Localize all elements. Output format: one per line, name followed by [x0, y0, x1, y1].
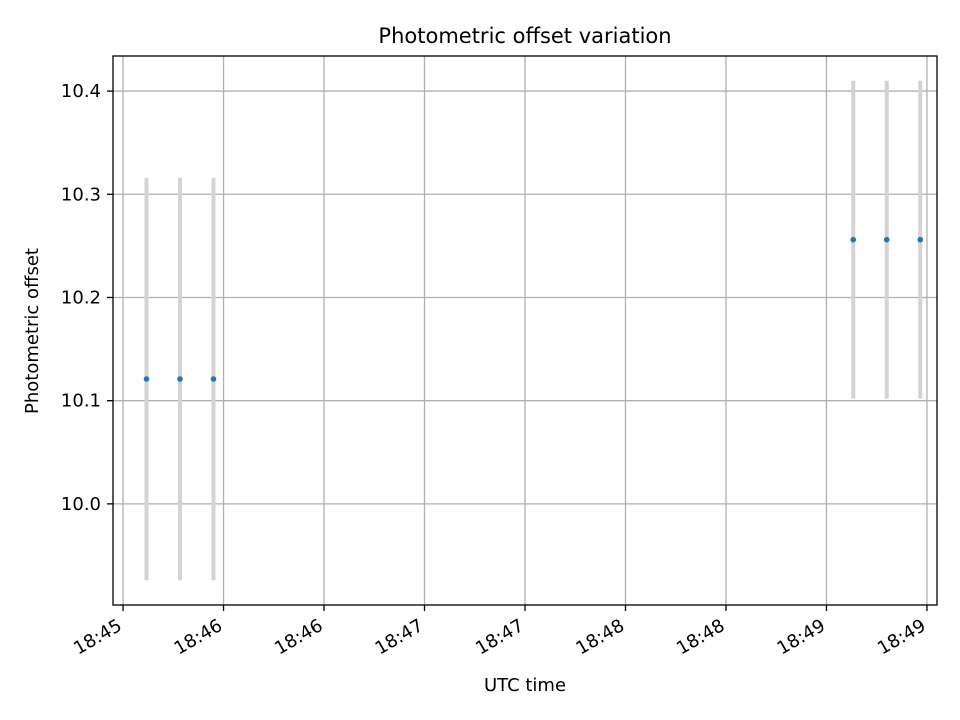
- y-tick-label: 10.1: [61, 391, 101, 412]
- chart-title: Photometric offset variation: [378, 24, 671, 48]
- data-point: [177, 376, 183, 382]
- grid: [113, 56, 937, 605]
- y-axis-ticks: 10.0 10.1 10.2 10.3 10.4: [61, 81, 113, 515]
- y-tick-label: 10.3: [61, 184, 101, 205]
- data-points: [143, 236, 924, 382]
- data-point: [917, 236, 924, 243]
- data-point: [883, 236, 890, 243]
- data-point: [850, 236, 857, 243]
- data-point: [210, 376, 217, 382]
- y-axis-label: Photometric offset: [22, 248, 43, 414]
- x-axis-label: UTC time: [484, 675, 566, 696]
- y-tick-label: 10.2: [61, 287, 101, 308]
- y-tick-label: 10.4: [61, 81, 101, 102]
- data-point: [143, 376, 150, 382]
- y-tick-label: 10.0: [61, 494, 101, 515]
